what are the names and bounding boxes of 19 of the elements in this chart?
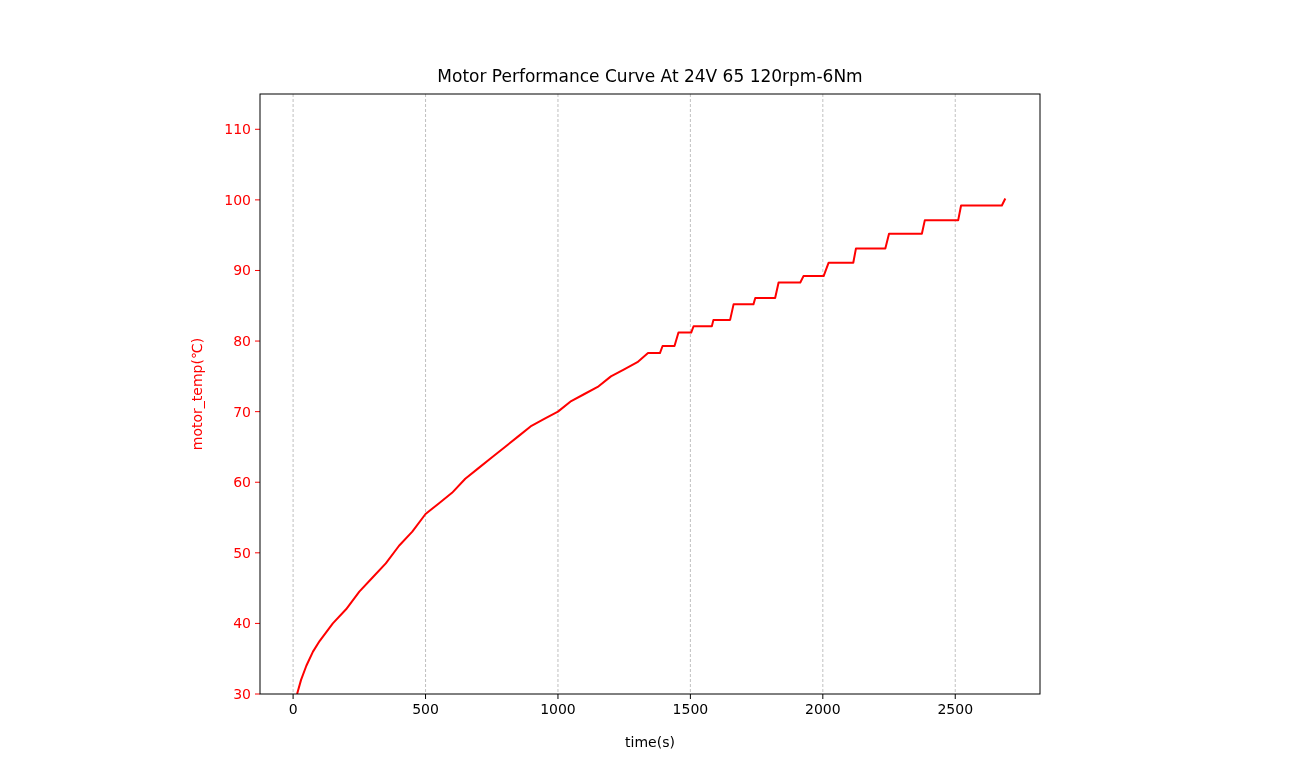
y-tick-label: 100 bbox=[224, 191, 251, 208]
x-tick-label: 1500 bbox=[672, 701, 709, 717]
y-tick-label: 60 bbox=[233, 474, 251, 491]
y-tick-label: 90 bbox=[233, 262, 251, 279]
x-tick-label: 0 bbox=[288, 701, 298, 717]
y-axis-title: motor_temp(℃) bbox=[189, 337, 205, 451]
y-tick-label: 80 bbox=[233, 333, 251, 350]
y-tick-label: 40 bbox=[233, 615, 251, 632]
line-series bbox=[296, 197, 1007, 694]
x-axis-title: time(s) bbox=[625, 734, 675, 750]
y-tick-label: 70 bbox=[233, 403, 251, 420]
y-tick-label: 50 bbox=[233, 544, 251, 561]
y-tick-label: 110 bbox=[224, 121, 251, 138]
x-tick-label: 2500 bbox=[937, 701, 974, 717]
y-tick-label: 30 bbox=[233, 686, 251, 702]
x-tick-label: 2000 bbox=[805, 701, 841, 717]
x-tick-label: 1000 bbox=[540, 701, 576, 717]
x-tick-label: 500 bbox=[412, 701, 439, 717]
chart-title: Motor Performance Curve At 24V 65 120rpm-6Nm bbox=[437, 66, 863, 86]
